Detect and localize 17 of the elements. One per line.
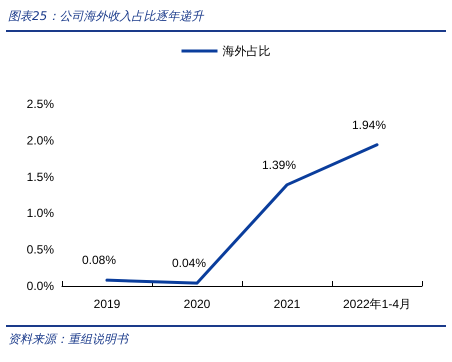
x-tick-label: 2019	[94, 297, 121, 311]
legend-label: 海外占比	[222, 44, 270, 58]
data-label: 1.39%	[262, 158, 296, 172]
chart-title: 图表25：公司海外收入占比逐年递升	[8, 8, 204, 25]
text: 资料来源：重组说明书	[8, 331, 128, 348]
y-tick-label: 1.0%	[26, 206, 54, 220]
y-tick-label: 2.5%	[26, 97, 54, 111]
y-tick-label: 0.0%	[26, 279, 54, 293]
y-tick-label: 2.0%	[26, 133, 54, 148]
x-tick-label: 2022年1-4月	[342, 297, 412, 311]
data-label: 1.94%	[352, 118, 386, 132]
y-tick-label: 1.5%	[26, 170, 54, 184]
data-label: 0.08%	[82, 253, 116, 268]
x-tick-label: 2021	[274, 297, 301, 311]
y-tick-label: 0.5%	[26, 242, 54, 257]
x-tick-label: 2020	[184, 297, 211, 311]
data-label: 0.04%	[172, 256, 206, 270]
